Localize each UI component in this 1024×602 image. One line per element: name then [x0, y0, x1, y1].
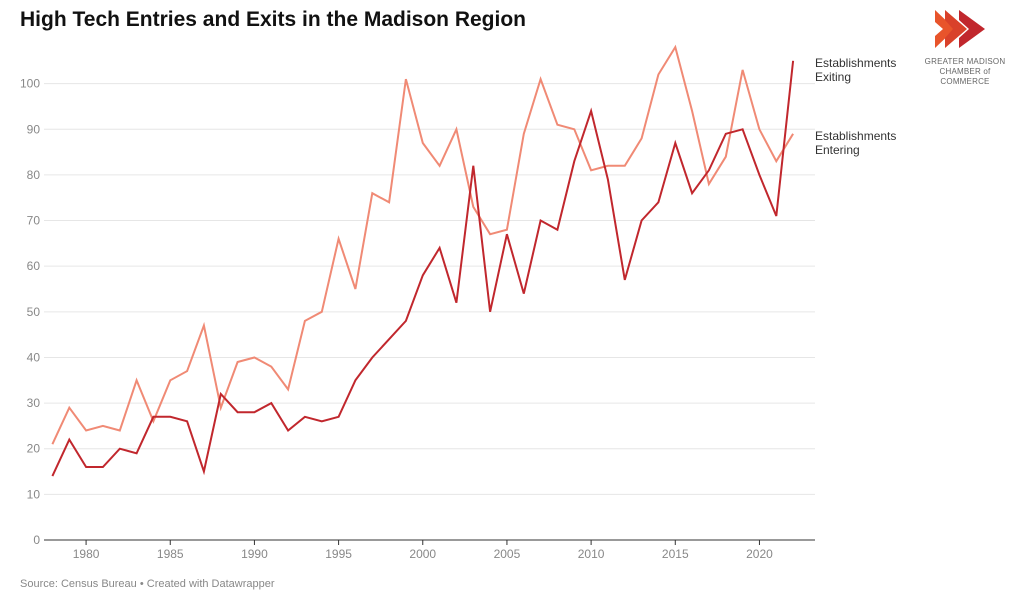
- series-label-entering: Establishments Entering: [815, 129, 900, 157]
- series-label-entering-line2: Entering: [815, 143, 860, 157]
- source-note: Source: Census Bureau • Created with Dat…: [20, 578, 275, 590]
- y-tick-label-50: 50: [27, 305, 41, 319]
- x-tick-label-1980: 1980: [73, 547, 100, 561]
- x-tick-label-2005: 2005: [494, 547, 521, 561]
- logo-arrow-mid: [945, 10, 967, 48]
- y-tick-label-0: 0: [33, 533, 40, 547]
- chart-title: High Tech Entries and Exits in the Madis…: [20, 8, 526, 31]
- logo-arrow-back: [935, 10, 955, 48]
- x-tick-label-2020: 2020: [746, 547, 773, 561]
- series-label-exiting: Establishments Exiting: [815, 56, 900, 84]
- x-tick-label-2015: 2015: [662, 547, 689, 561]
- y-tick-label-20: 20: [27, 442, 41, 456]
- series-labels: Establishments Exiting Establishments En…: [815, 56, 900, 157]
- y-tick-label-40: 40: [27, 350, 41, 364]
- y-tick-label-60: 60: [27, 259, 41, 273]
- logo-line-1: GREATER MADISON: [924, 57, 1006, 66]
- y-tick-label-10: 10: [27, 487, 41, 501]
- logo-line-2: CHAMBER of COMMERCE: [939, 67, 991, 86]
- gridlines: [44, 83, 815, 495]
- y-tick-label-90: 90: [27, 122, 41, 136]
- y-tick-label-100: 100: [20, 77, 40, 91]
- logo-arrows-icon: [935, 10, 985, 48]
- series-label-exiting-line2: Exiting: [815, 70, 851, 84]
- x-tick-label-1985: 1985: [157, 547, 184, 561]
- axes: 0 10 20 30 40 50 60 70 80 90 100 1980 1985 1990 1995 20…: [20, 77, 815, 561]
- x-tick-label-1990: 1990: [241, 547, 268, 561]
- x-tick-label-1995: 1995: [325, 547, 352, 561]
- chamber-logo: GREATER MADISON CHAMBER of COMMERCE: [915, 8, 1015, 87]
- y-tick-label-70: 70: [27, 214, 41, 228]
- x-tick-label-2010: 2010: [578, 547, 605, 561]
- series-label-exiting-line1: Establishments: [815, 56, 896, 70]
- y-tick-label-30: 30: [27, 396, 41, 410]
- y-tick-label-80: 80: [27, 168, 41, 182]
- logo-arrow-front: [959, 10, 985, 48]
- series-line-establishments-entering: [51, 44, 794, 445]
- series-lines: [51, 44, 795, 477]
- x-tick-label-2000: 2000: [409, 547, 436, 561]
- series-line-establishments-exiting: [51, 60, 795, 477]
- series-label-entering-line1: Establishments: [815, 129, 896, 143]
